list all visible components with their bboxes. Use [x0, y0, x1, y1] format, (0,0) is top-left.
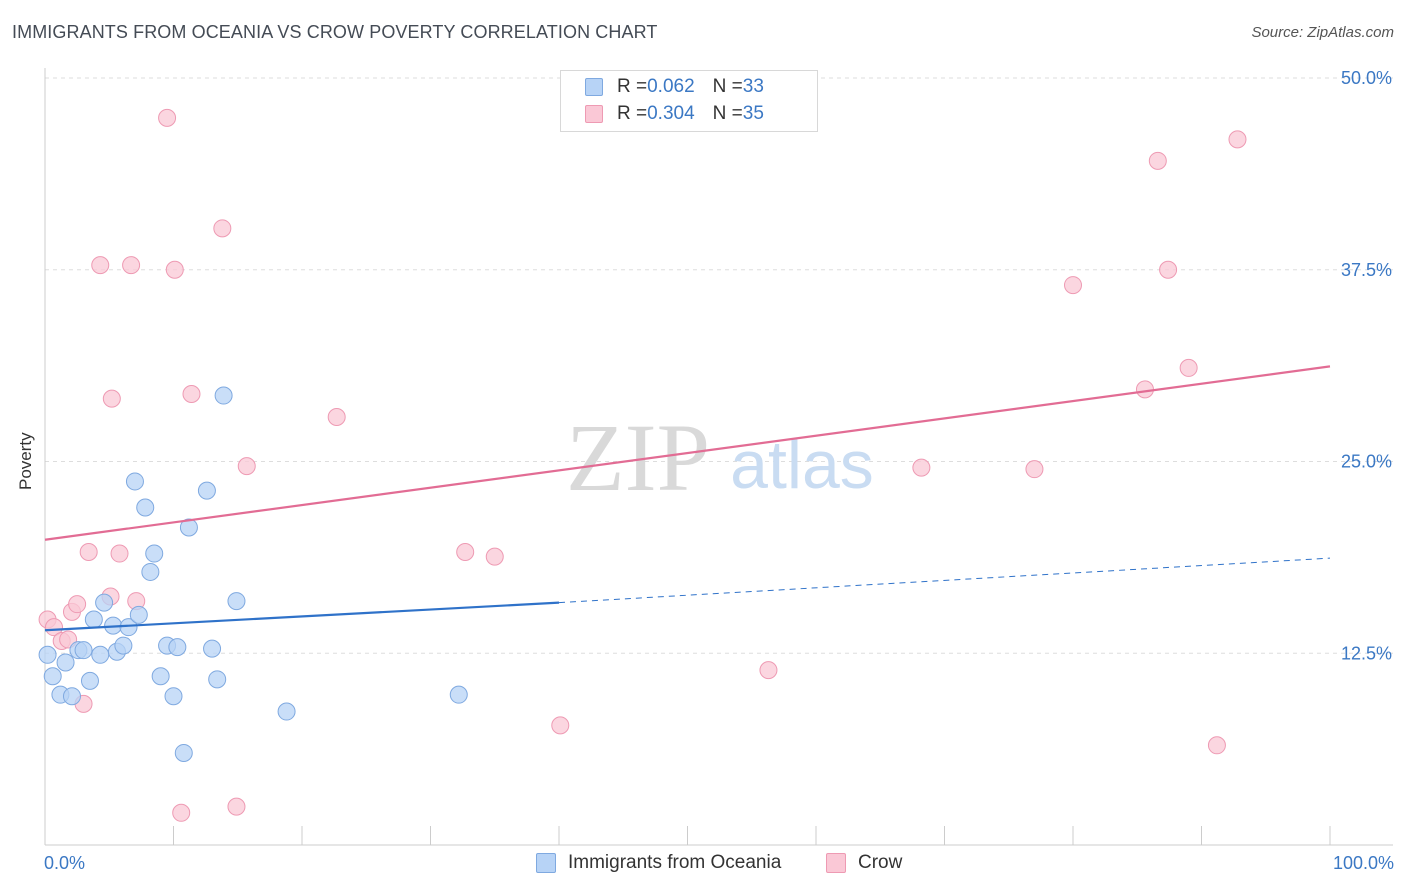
oceania-point [277, 702, 296, 721]
n-value: 35 [742, 103, 764, 124]
legend-label-crow: Crow [858, 852, 903, 873]
crow-point [182, 385, 201, 404]
oceania-point [114, 636, 133, 655]
crow-point [165, 260, 184, 279]
legend-swatch-pink [826, 853, 846, 873]
crow-point [1179, 358, 1198, 377]
y-tick-label: 25.0% [1341, 452, 1392, 472]
oceania-point [141, 562, 160, 581]
oceania-point [62, 687, 81, 706]
watermark-zip: ZIP [566, 404, 710, 511]
crow-point [158, 108, 177, 127]
crow-point [91, 256, 110, 275]
series-legend: Immigrants from Oceania Crow [0, 852, 1406, 878]
oceania-point [197, 481, 216, 500]
n-label: N = [712, 76, 743, 97]
crow-point [456, 543, 475, 562]
legend-row-crow: R = 0.304 N = 35 [585, 101, 764, 127]
axes [44, 68, 1393, 846]
crow-points [38, 108, 1247, 822]
chart-title: IMMIGRANTS FROM OCEANIA VS CROW POVERTY … [12, 22, 658, 42]
oceania-point [208, 670, 227, 689]
oceania-point [84, 610, 103, 629]
watermark: ZIP atlas [566, 404, 874, 511]
oceania-point [151, 667, 170, 686]
n-value: 33 [742, 76, 764, 97]
crow-point [213, 219, 232, 238]
crow-trend-line [44, 365, 1331, 541]
n-label: N = [712, 103, 743, 124]
x-tick-min: 0.0% [44, 853, 86, 873]
oceania-point [449, 685, 468, 704]
oceania-point [174, 743, 193, 762]
trend-lines [44, 365, 1331, 632]
crow-point [1207, 736, 1226, 755]
crow-point [227, 797, 246, 816]
legend-swatch-blue [536, 853, 556, 873]
oceania-point [95, 593, 114, 612]
oceania-trend-extension [558, 557, 1331, 604]
crow-point [1148, 151, 1167, 170]
oceania-point [227, 592, 246, 611]
oceania-point [56, 653, 75, 672]
oceania-point [214, 386, 233, 405]
oceania-points [38, 386, 468, 762]
legend-row-oceania: R = 0.062 N = 33 [585, 74, 764, 100]
oceania-point [80, 671, 99, 690]
oceania-trend-line [44, 601, 560, 632]
crow-point [237, 457, 256, 476]
y-tick-labels: 12.5% 25.0% 37.5% 50.0% [1341, 68, 1392, 663]
legend-label-oceania: Immigrants from Oceania [568, 852, 782, 873]
r-label: R = [617, 103, 648, 124]
legend-item-crow[interactable]: Crow [826, 852, 902, 874]
crow-point [1025, 460, 1044, 479]
legend-item-oceania[interactable]: Immigrants from Oceania [536, 852, 781, 874]
oceania-point [145, 544, 164, 563]
y-tick-label: 50.0% [1341, 68, 1392, 88]
legend-swatch-pink [585, 105, 603, 123]
crow-point [1228, 130, 1247, 149]
crow-point [1159, 260, 1178, 279]
crow-point [1064, 276, 1082, 295]
oceania-point [168, 638, 187, 657]
oceania-point [129, 605, 148, 624]
crow-point [759, 661, 778, 680]
crow-point [110, 544, 129, 563]
y-axis-label: Poverty [16, 432, 35, 490]
crow-point [79, 543, 98, 562]
r-value: 0.304 [647, 103, 695, 124]
y-tick-label: 37.5% [1341, 260, 1392, 280]
oceania-point [136, 498, 155, 517]
crow-point [912, 458, 931, 477]
x-tick-max: 100.0% [1332, 853, 1394, 873]
crow-point [1135, 380, 1154, 399]
oceania-point [164, 687, 183, 706]
crow-point [102, 389, 121, 408]
crow-point [172, 803, 191, 822]
y-tick-label: 12.5% [1341, 643, 1392, 663]
crow-point [68, 595, 87, 614]
crow-point [44, 618, 63, 637]
r-value: 0.062 [647, 76, 695, 97]
correlation-legend: R = 0.062 N = 33 R = 0.304 N = 35 [560, 70, 818, 132]
oceania-point [74, 641, 93, 660]
crow-point [485, 547, 504, 566]
oceania-point [43, 667, 62, 686]
oceania-point [38, 645, 57, 664]
legend-swatch-blue [585, 78, 603, 96]
crow-point [551, 716, 570, 735]
oceania-point [125, 472, 144, 491]
watermark-atlas: atlas [730, 427, 874, 503]
oceania-point [179, 518, 198, 537]
oceania-point [91, 645, 110, 664]
source-label: Source: ZipAtlas.com [1251, 24, 1394, 41]
r-label: R = [617, 76, 648, 97]
crow-point [327, 408, 346, 427]
oceania-point [203, 639, 222, 658]
crow-point [122, 256, 141, 275]
